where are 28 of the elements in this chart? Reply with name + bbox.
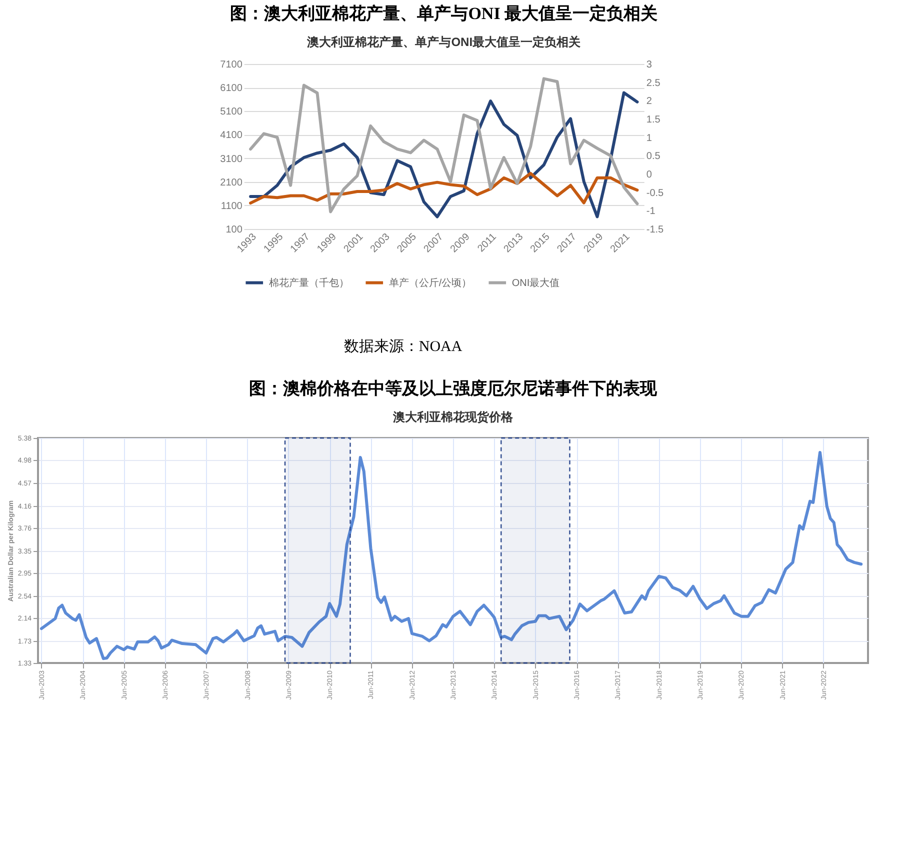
y2-tick-label: 1 <box>646 132 652 144</box>
y2-tick-label: -0.5 <box>646 188 664 199</box>
y2-tick-label: 1.5 <box>646 114 661 126</box>
legend-label: 棉花产量（千包） <box>268 276 349 289</box>
source-note: 数据来源：NOAA <box>344 338 462 355</box>
y2-tick-label: -1.5 <box>646 224 664 236</box>
chart-subtitle: 澳大利亚棉花现货价格 <box>392 410 514 424</box>
y-tick-label: 2100 <box>220 177 243 188</box>
y-tick-label: 7100 <box>220 60 243 70</box>
y-tick-label: 1100 <box>220 200 243 212</box>
chart-title: 图：澳棉价格在中等及以上强度厄尔尼诺事件下的表现 <box>249 379 658 398</box>
line-series <box>40 450 863 660</box>
line-series <box>249 172 639 205</box>
legend-label: 单产（公斤/公顷） <box>388 276 472 289</box>
y2-tick-label: 2.5 <box>646 78 661 89</box>
y-tick-label: 5100 <box>220 106 243 118</box>
y2-tick-label: 0 <box>646 170 652 180</box>
y-tick-label: 4100 <box>220 130 243 142</box>
y-tick-label: 6100 <box>220 83 243 94</box>
y2-tick-label: 2 <box>646 96 652 108</box>
chart-subtitle: 澳大利亚棉花产量、单产与ONI最大值呈一定负相关 <box>306 35 582 49</box>
y2-tick-label: -1 <box>646 206 656 218</box>
chart-title: 图：澳大利亚棉花产量、单产与ONI 最大值呈一定负相关 <box>230 4 658 23</box>
legend-label: ONI最大值 <box>512 276 560 289</box>
y-tick-label: 100 <box>226 224 243 236</box>
y2-tick-label: 0.5 <box>646 151 661 162</box>
y-tick-label: 3100 <box>220 154 243 165</box>
y2-tick-label: 3 <box>646 60 652 70</box>
